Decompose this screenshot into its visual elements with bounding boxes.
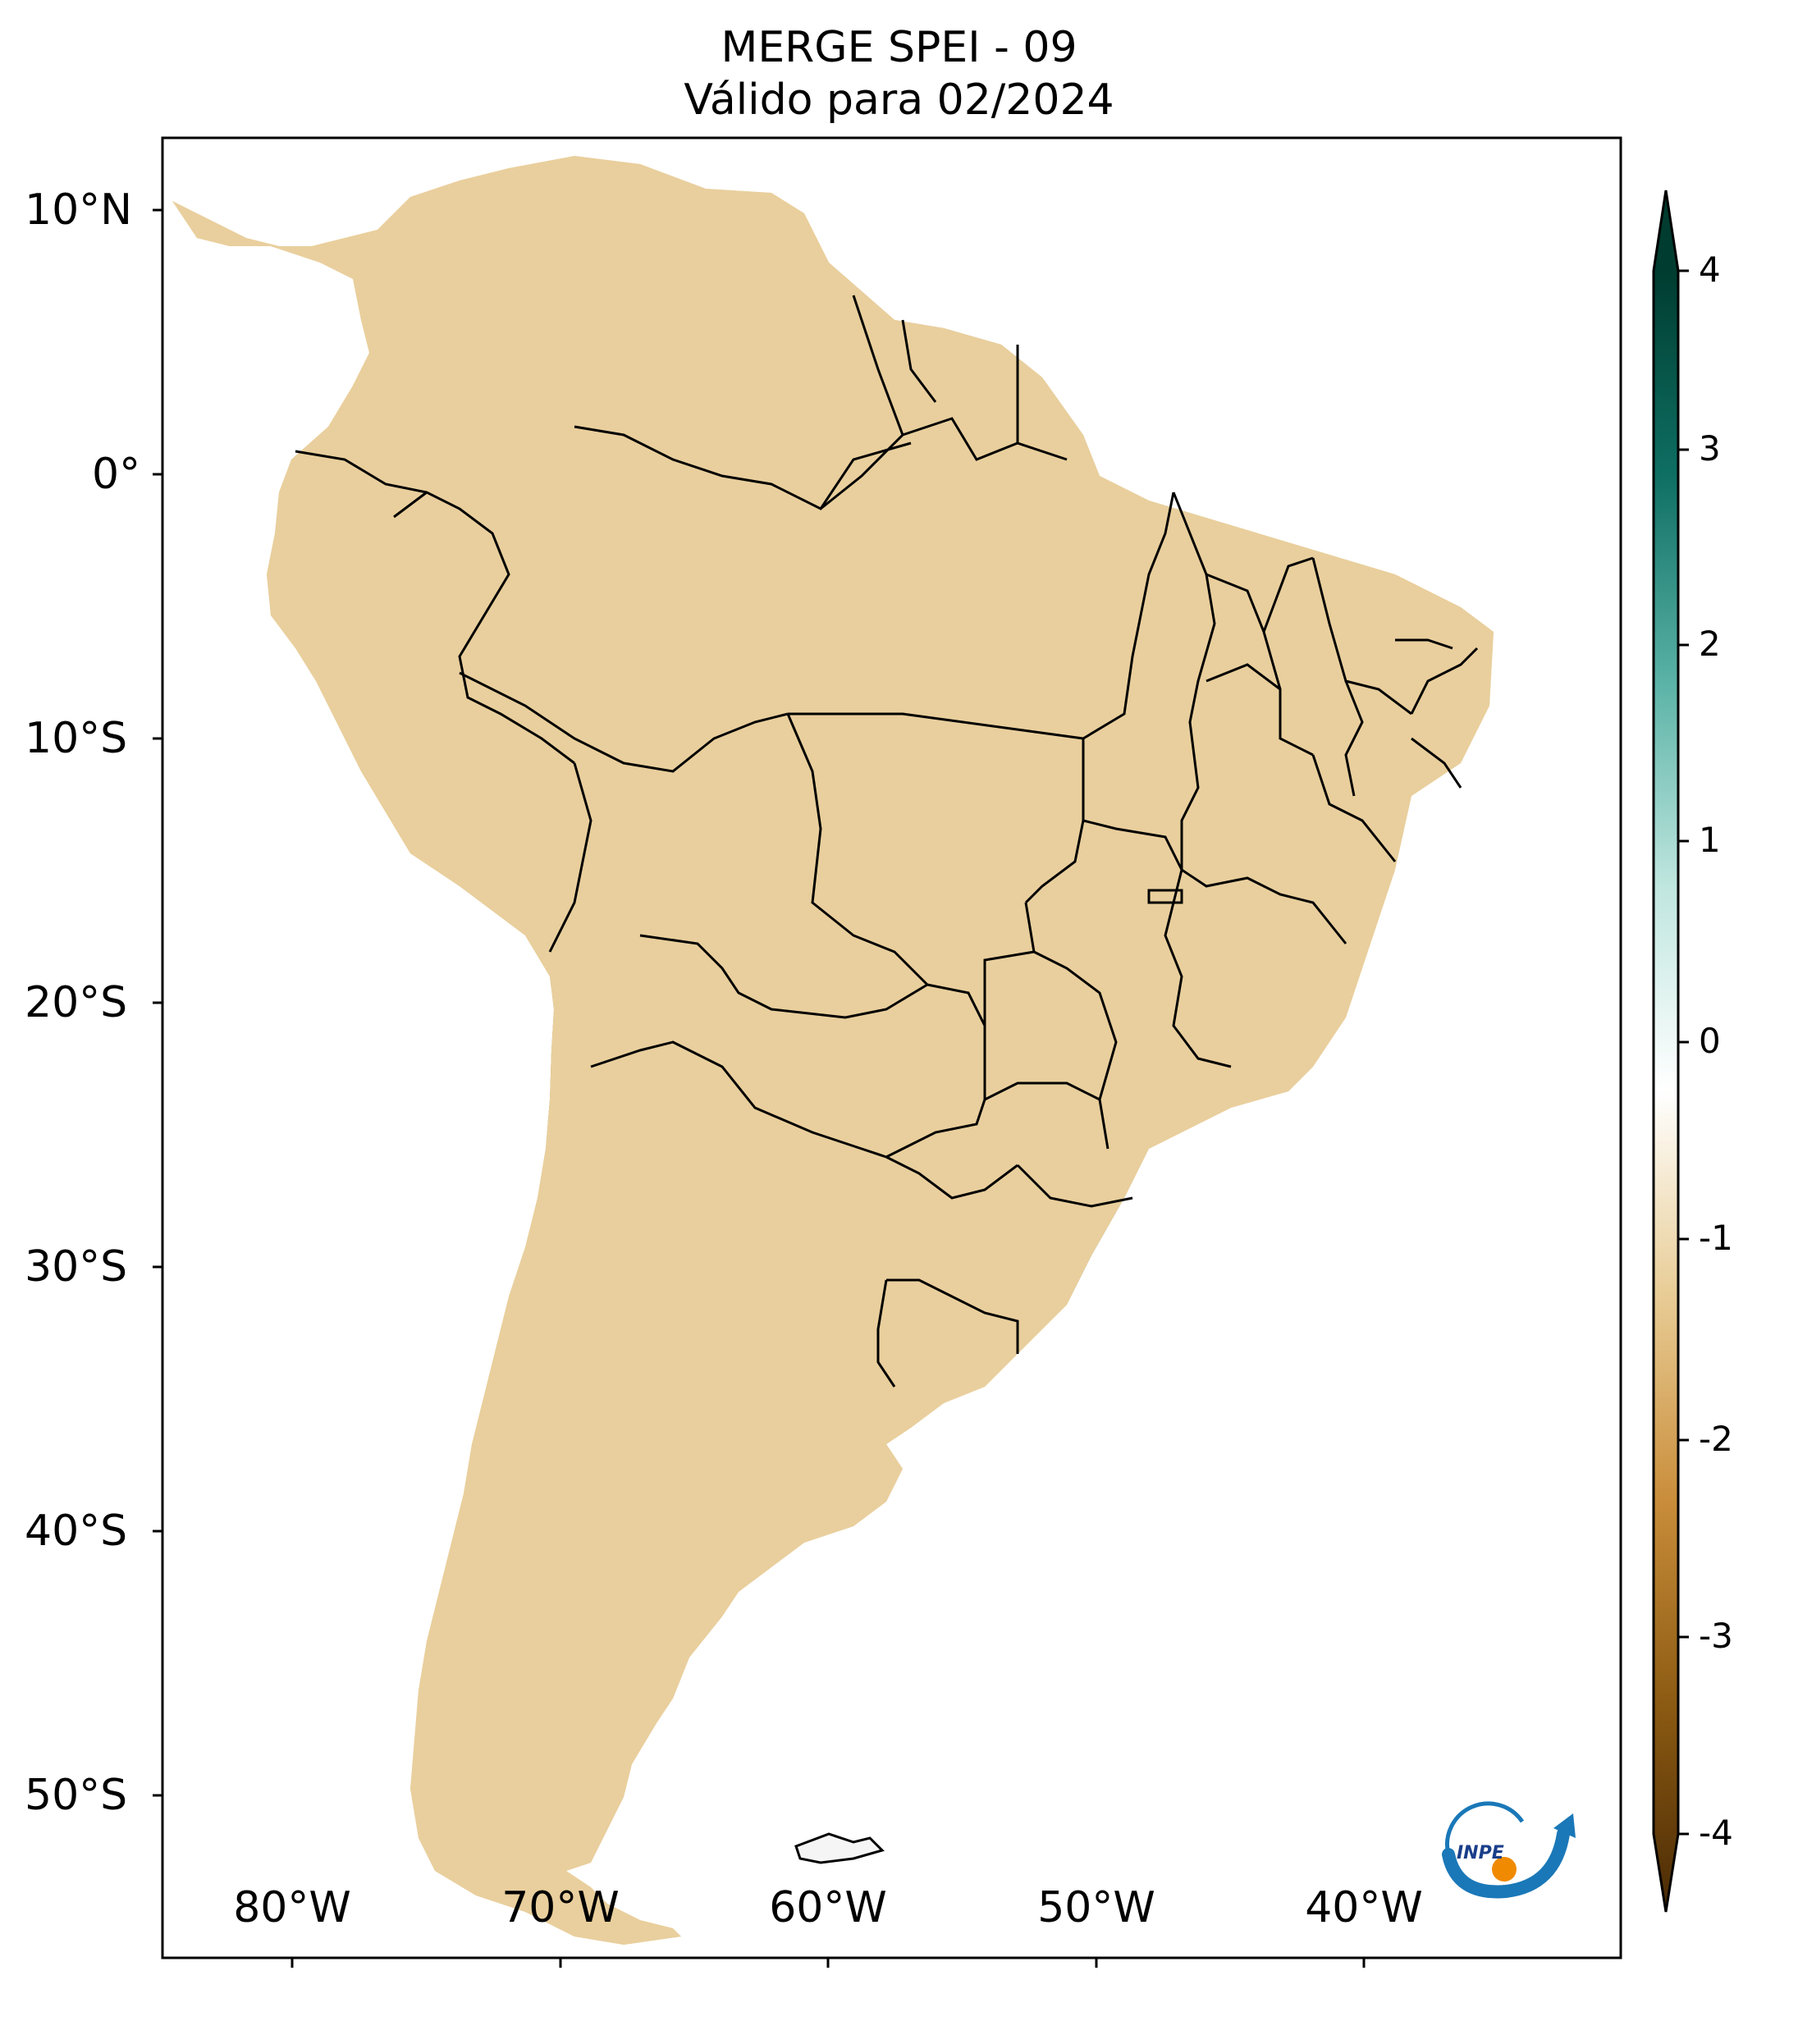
lat-label-40s: 40°S [25,1507,128,1556]
colorbar-label: 2 [1699,624,1721,664]
continent [171,154,1495,1946]
colorbar-label: -3 [1699,1616,1733,1656]
colorbar-label: -1 [1699,1218,1733,1258]
colorbar-label: 1 [1699,820,1721,860]
lon-label-80w: 80°W [233,1883,351,1932]
logo-text: INPE [1457,1843,1504,1863]
falkland-islands [794,1832,885,1864]
lon-label-60w: 60°W [769,1883,887,1932]
colorbar-label: -4 [1699,1813,1733,1853]
colorbar [1652,190,1689,1913]
lat-label-50s: 50°S [25,1771,128,1820]
map-title: MERGE SPEI - 09 [721,23,1077,72]
lon-label-40w: 40°W [1305,1883,1423,1932]
political-borders [171,154,1495,1946]
colorbar-label: -2 [1699,1419,1733,1459]
colorbar-label: 3 [1699,428,1721,469]
axis-ticks [153,208,1366,1968]
colorbar-label: 4 [1699,249,1721,290]
lat-label-20s: 20°S [25,978,128,1027]
map-subtitle: Válido para 02/2024 [684,75,1114,125]
lon-label-70w: 70°W [501,1883,620,1932]
colorbar-label: 0 [1699,1021,1721,1061]
lon-label-50w: 50°W [1037,1883,1155,1932]
lat-label-30s: 30°S [25,1242,128,1292]
inpe-logo: INPE [1442,1801,1576,1899]
lat-label-0: 0° [92,450,141,499]
lat-label-10n: 10°N [25,185,133,235]
lat-label-10s: 10°S [25,714,128,763]
